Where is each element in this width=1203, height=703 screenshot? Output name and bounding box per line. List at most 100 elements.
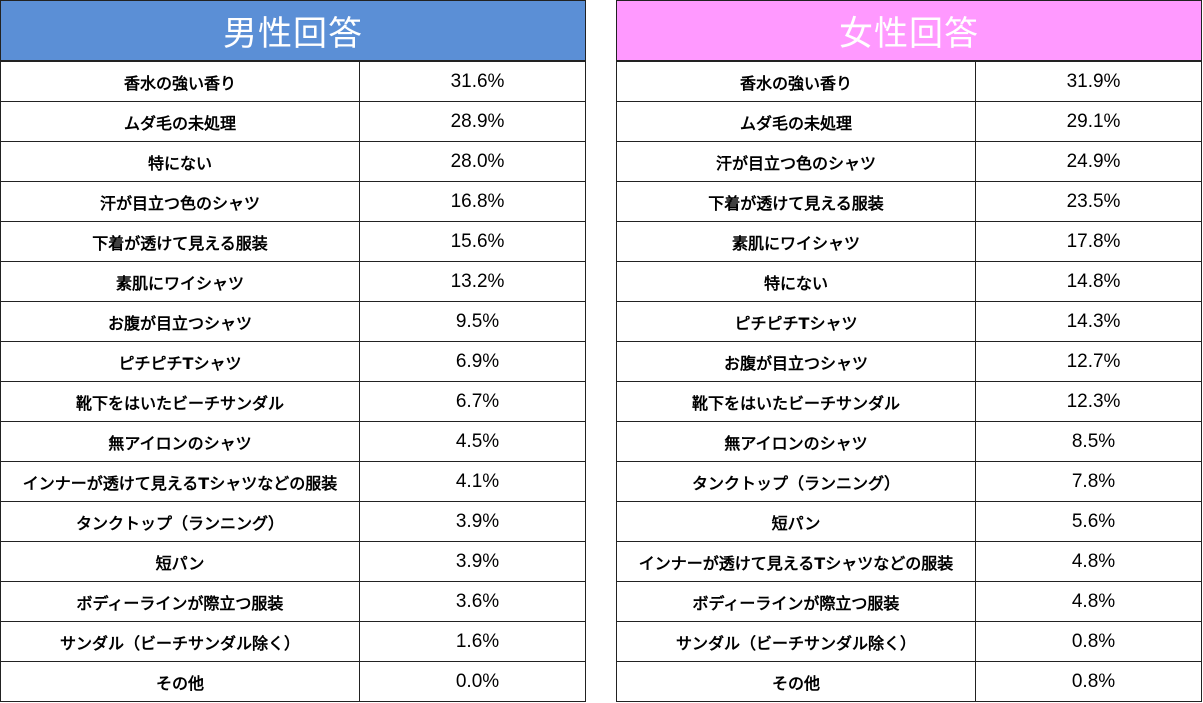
female-table-row: その他 0.8% <box>616 661 1202 702</box>
male-item-value: 13.2% <box>359 261 586 302</box>
male-table-row: ピチピチTシャツ 6.9% <box>0 341 586 382</box>
female-item-value: 14.3% <box>975 301 1202 342</box>
female-item-label: 素肌にワイシャツ <box>616 221 976 262</box>
female-item-value: 0.8% <box>975 621 1202 662</box>
male-item-label: インナーが透けて見えるTシャツなどの服装 <box>0 461 360 502</box>
male-item-label: 特にない <box>0 141 360 182</box>
male-item-label: サンダル（ビーチサンダル除く） <box>0 621 360 662</box>
female-item-value: 0.8% <box>975 661 1202 702</box>
male-item-value: 1.6% <box>359 621 586 662</box>
female-table-row: ボディーラインが際立つ服装 4.8% <box>616 581 1202 622</box>
female-item-value: 29.1% <box>975 101 1202 142</box>
male-item-value: 4.1% <box>359 461 586 502</box>
male-table-row: 短パン 3.9% <box>0 541 586 582</box>
male-item-label: その他 <box>0 661 360 702</box>
male-table-row: インナーが透けて見えるTシャツなどの服装 4.1% <box>0 461 586 502</box>
female-table-row: 無アイロンのシャツ 8.5% <box>616 421 1202 462</box>
female-item-label: サンダル（ビーチサンダル除く） <box>616 621 976 662</box>
female-item-value: 8.5% <box>975 421 1202 462</box>
female-table-row: 素肌にワイシャツ 17.8% <box>616 221 1202 262</box>
male-item-label: 香水の強い香り <box>0 61 360 102</box>
male-table-row: 靴下をはいたビーチサンダル 6.7% <box>0 381 586 422</box>
male-item-value: 28.9% <box>359 101 586 142</box>
male-item-value: 9.5% <box>359 301 586 342</box>
female-item-value: 4.8% <box>975 541 1202 582</box>
female-table-row: 香水の強い香り 31.9% <box>616 61 1202 102</box>
male-item-label: 短パン <box>0 541 360 582</box>
female-item-label: 汗が目立つ色のシャツ <box>616 141 976 182</box>
female-item-label: ピチピチTシャツ <box>616 301 976 342</box>
female-table-row: ピチピチTシャツ 14.3% <box>616 301 1202 342</box>
female-item-value: 12.7% <box>975 341 1202 382</box>
male-table-row: 特にない 28.0% <box>0 141 586 182</box>
male-table-row: 下着が透けて見える服装 15.6% <box>0 221 586 262</box>
male-table-row: ボディーラインが際立つ服装 3.6% <box>0 581 586 622</box>
female-item-label: 靴下をはいたビーチサンダル <box>616 381 976 422</box>
male-table-row: サンダル（ビーチサンダル除く） 1.6% <box>0 621 586 662</box>
male-item-label: ピチピチTシャツ <box>0 341 360 382</box>
female-item-value: 17.8% <box>975 221 1202 262</box>
female-item-value: 14.8% <box>975 261 1202 302</box>
male-table-row: 汗が目立つ色のシャツ 16.8% <box>0 181 586 222</box>
female-item-value: 5.6% <box>975 501 1202 542</box>
male-item-value: 15.6% <box>359 221 586 262</box>
male-item-value: 6.9% <box>359 341 586 382</box>
male-item-label: 靴下をはいたビーチサンダル <box>0 381 360 422</box>
male-answer-panel: 男性回答 香水の強い香り 31.6% ムダ毛の未処理 28.9% 特にない 28.0% 汗が… <box>0 0 586 702</box>
female-table-row: ムダ毛の未処理 29.1% <box>616 101 1202 142</box>
male-item-label: タンクトップ（ランニング） <box>0 501 360 542</box>
female-item-label: お腹が目立つシャツ <box>616 341 976 382</box>
male-answer-title: 男性回答 <box>0 0 586 61</box>
female-item-value: 7.8% <box>975 461 1202 502</box>
male-item-value: 3.9% <box>359 501 586 542</box>
female-answer-panel: 女性回答 香水の強い香り 31.9% ムダ毛の未処理 29.1% 汗が目立つ色のシャツ 2… <box>616 0 1202 702</box>
female-table-row: タンクトップ（ランニング） 7.8% <box>616 461 1202 502</box>
female-table-row: 特にない 14.8% <box>616 261 1202 302</box>
female-answer-title: 女性回答 <box>616 0 1202 61</box>
male-item-value: 4.5% <box>359 421 586 462</box>
female-item-label: ムダ毛の未処理 <box>616 101 976 142</box>
male-item-label: ボディーラインが際立つ服装 <box>0 581 360 622</box>
male-item-value: 6.7% <box>359 381 586 422</box>
female-table-row: 短パン 5.6% <box>616 501 1202 542</box>
female-item-label: その他 <box>616 661 976 702</box>
male-item-label: 素肌にワイシャツ <box>0 261 360 302</box>
female-item-value: 4.8% <box>975 581 1202 622</box>
female-item-label: ボディーラインが際立つ服装 <box>616 581 976 622</box>
female-table-row: お腹が目立つシャツ 12.7% <box>616 341 1202 382</box>
male-item-value: 16.8% <box>359 181 586 222</box>
male-table-row: お腹が目立つシャツ 9.5% <box>0 301 586 342</box>
male-item-value: 0.0% <box>359 661 586 702</box>
female-table-row: インナーが透けて見えるTシャツなどの服装 4.8% <box>616 541 1202 582</box>
male-item-label: 無アイロンのシャツ <box>0 421 360 462</box>
female-item-label: インナーが透けて見えるTシャツなどの服装 <box>616 541 976 582</box>
female-item-label: 無アイロンのシャツ <box>616 421 976 462</box>
female-table-row: サンダル（ビーチサンダル除く） 0.8% <box>616 621 1202 662</box>
male-item-label: お腹が目立つシャツ <box>0 301 360 342</box>
female-item-value: 23.5% <box>975 181 1202 222</box>
female-table-row: 汗が目立つ色のシャツ 24.9% <box>616 141 1202 182</box>
male-item-label: 汗が目立つ色のシャツ <box>0 181 360 222</box>
female-item-value: 31.9% <box>975 61 1202 102</box>
male-item-value: 3.9% <box>359 541 586 582</box>
female-item-label: 短パン <box>616 501 976 542</box>
female-item-label: 下着が透けて見える服装 <box>616 181 976 222</box>
male-item-label: 下着が透けて見える服装 <box>0 221 360 262</box>
female-item-label: 特にない <box>616 261 976 302</box>
female-item-label: 香水の強い香り <box>616 61 976 102</box>
male-table-row: タンクトップ（ランニング） 3.9% <box>0 501 586 542</box>
male-item-value: 3.6% <box>359 581 586 622</box>
female-table-row: 下着が透けて見える服装 23.5% <box>616 181 1202 222</box>
male-table-row: その他 0.0% <box>0 661 586 702</box>
male-table-row: 香水の強い香り 31.6% <box>0 61 586 102</box>
female-table-row: 靴下をはいたビーチサンダル 12.3% <box>616 381 1202 422</box>
female-answer-table: 香水の強い香り 31.9% ムダ毛の未処理 29.1% 汗が目立つ色のシャツ 24.9% 下… <box>616 61 1202 702</box>
male-table-row: ムダ毛の未処理 28.9% <box>0 101 586 142</box>
male-item-label: ムダ毛の未処理 <box>0 101 360 142</box>
male-table-row: 無アイロンのシャツ 4.5% <box>0 421 586 462</box>
female-item-label: タンクトップ（ランニング） <box>616 461 976 502</box>
male-item-value: 31.6% <box>359 61 586 102</box>
male-table-row: 素肌にワイシャツ 13.2% <box>0 261 586 302</box>
female-item-value: 12.3% <box>975 381 1202 422</box>
female-item-value: 24.9% <box>975 141 1202 182</box>
